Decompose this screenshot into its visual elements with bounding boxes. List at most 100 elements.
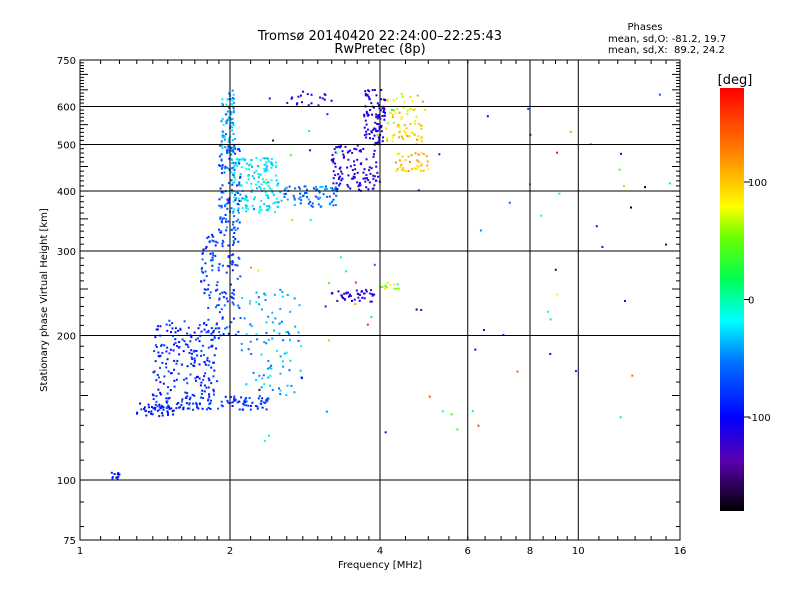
data-point xyxy=(181,363,184,366)
data-point xyxy=(236,191,239,194)
data-point xyxy=(245,168,248,171)
data-point xyxy=(265,400,268,403)
data-point xyxy=(268,434,271,437)
chart-subtitle: RwPretec (8p) xyxy=(334,42,425,57)
data-point xyxy=(363,297,366,300)
data-point xyxy=(277,387,280,390)
data-point xyxy=(229,401,232,404)
data-point xyxy=(184,343,187,346)
data-point xyxy=(228,92,231,95)
data-point xyxy=(200,392,203,395)
data-point xyxy=(279,191,282,194)
data-point xyxy=(595,225,598,228)
colorbar-unit-label: [deg] xyxy=(718,73,753,88)
data-point xyxy=(549,318,552,321)
data-point xyxy=(369,300,372,303)
data-point xyxy=(300,377,303,380)
data-point xyxy=(390,108,393,111)
data-point xyxy=(218,327,221,330)
data-point xyxy=(231,182,234,185)
data-point xyxy=(365,112,368,115)
data-point xyxy=(386,139,389,142)
data-point xyxy=(412,132,415,135)
data-point xyxy=(210,366,213,369)
data-point xyxy=(110,471,113,474)
data-point xyxy=(289,154,292,157)
data-point xyxy=(154,344,157,347)
data-point xyxy=(259,402,262,405)
data-point xyxy=(231,292,234,295)
data-point xyxy=(239,193,242,196)
data-point xyxy=(231,183,234,186)
data-point xyxy=(377,123,380,126)
data-point xyxy=(242,197,245,200)
data-point xyxy=(293,391,296,394)
data-point xyxy=(265,165,268,168)
data-point xyxy=(380,89,383,92)
data-point xyxy=(221,316,224,319)
data-point xyxy=(230,207,233,210)
data-point xyxy=(389,112,392,115)
data-point xyxy=(174,341,177,344)
data-point xyxy=(375,161,378,164)
data-point xyxy=(283,193,286,196)
data-point xyxy=(238,408,241,411)
data-point xyxy=(207,235,210,238)
data-point xyxy=(277,201,280,204)
data-point xyxy=(196,354,199,357)
data-point xyxy=(381,107,384,110)
data-point xyxy=(205,386,208,389)
data-point xyxy=(182,350,185,353)
data-point xyxy=(357,296,360,299)
data-point xyxy=(249,266,252,269)
data-point xyxy=(318,191,321,194)
data-point xyxy=(145,414,148,417)
data-point xyxy=(155,328,158,331)
data-point xyxy=(157,351,160,354)
data-point xyxy=(363,134,366,137)
data-point xyxy=(203,292,206,295)
data-point xyxy=(299,94,302,97)
data-point xyxy=(175,403,178,406)
data-point xyxy=(348,295,351,298)
data-point xyxy=(370,130,373,133)
data-point xyxy=(220,220,223,223)
data-point xyxy=(237,240,240,243)
data-point xyxy=(337,178,340,181)
data-point xyxy=(161,351,164,354)
data-point xyxy=(231,121,234,124)
data-point xyxy=(417,122,420,125)
data-point xyxy=(264,294,267,297)
data-point xyxy=(232,317,235,320)
data-point xyxy=(195,403,198,406)
y-tick-label: 400 xyxy=(57,187,76,198)
data-point xyxy=(263,203,266,206)
data-point xyxy=(232,293,235,296)
data-point xyxy=(363,126,366,129)
data-point xyxy=(166,400,169,403)
data-point xyxy=(339,256,342,259)
data-point xyxy=(225,202,228,205)
data-point xyxy=(203,384,206,387)
data-point xyxy=(325,187,328,190)
data-point xyxy=(413,133,416,136)
data-point xyxy=(238,149,241,152)
data-point xyxy=(622,185,625,188)
data-point xyxy=(417,160,420,163)
data-point xyxy=(257,296,260,299)
data-point xyxy=(193,394,196,397)
data-point xyxy=(257,176,260,179)
data-point xyxy=(391,136,394,139)
data-point xyxy=(167,386,170,389)
data-point xyxy=(347,174,350,177)
data-point xyxy=(159,381,162,384)
data-point xyxy=(245,404,248,407)
data-point xyxy=(194,377,197,380)
data-point xyxy=(344,145,347,148)
data-point xyxy=(351,169,354,172)
data-point xyxy=(240,184,243,187)
data-point xyxy=(248,168,251,171)
data-point xyxy=(277,205,280,208)
x-tick-label: 4 xyxy=(377,546,383,557)
data-point xyxy=(422,152,425,155)
